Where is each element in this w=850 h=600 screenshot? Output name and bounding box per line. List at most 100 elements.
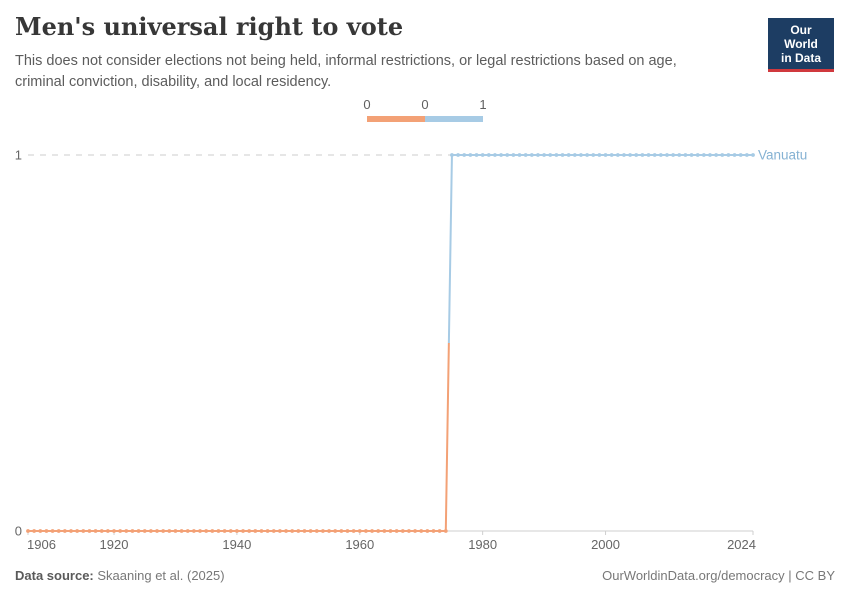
- y-tick-label: 0: [15, 524, 22, 539]
- data-point: [62, 529, 67, 533]
- data-point: [314, 529, 319, 533]
- data-point: [394, 529, 399, 533]
- x-tick-label: 1920: [100, 537, 129, 552]
- data-point: [321, 529, 325, 533]
- data-point: [241, 529, 245, 533]
- data-point: [400, 529, 405, 533]
- data-point: [628, 153, 633, 157]
- x-tick-label: 1980: [468, 537, 497, 552]
- data-point: [536, 153, 540, 157]
- x-tick-label: 1940: [222, 537, 251, 552]
- data-point: [155, 529, 159, 533]
- subtitle-line-2: criminal conviction, disability, and loc…: [15, 74, 332, 90]
- owid-logo-box: Our World in Data: [768, 18, 834, 69]
- data-point: [81, 529, 86, 533]
- data-point: [486, 153, 491, 157]
- legend-swatch-value-0[interactable]: [367, 116, 425, 122]
- data-point: [376, 529, 381, 533]
- data-point: [179, 529, 184, 533]
- legend-tick-labels: 0 0 1: [363, 97, 487, 113]
- legend-swatches: [367, 116, 483, 122]
- data-point: [597, 153, 602, 157]
- data-point: [529, 153, 534, 157]
- owid-logo-line1: Our World: [784, 23, 818, 51]
- data-point: [44, 529, 49, 533]
- data-point: [271, 529, 276, 533]
- data-point: [382, 529, 387, 533]
- data-point: [714, 153, 719, 157]
- data-point: [357, 529, 362, 533]
- data-point: [671, 153, 676, 157]
- data-point: [431, 529, 436, 533]
- data-point: [204, 529, 209, 533]
- data-point: [351, 529, 356, 533]
- data-point: [665, 153, 669, 157]
- data-source-value: Skaaning et al. (2025): [97, 568, 225, 583]
- data-point: [253, 529, 258, 533]
- data-point: [579, 153, 583, 157]
- data-point: [284, 529, 288, 533]
- value-color-legend: 0 0 1: [363, 97, 487, 122]
- data-point: [566, 153, 571, 157]
- data-point: [456, 153, 460, 157]
- data-point: [591, 153, 596, 157]
- data-point: [105, 529, 110, 533]
- x-tick-label: 2024: [727, 537, 756, 552]
- data-point: [744, 153, 749, 157]
- data-point: [198, 529, 202, 533]
- data-point: [148, 529, 153, 533]
- data-point: [548, 153, 553, 157]
- data-point: [290, 529, 295, 533]
- data-point: [228, 529, 233, 533]
- x-tick-label: 2000: [591, 537, 620, 552]
- owid-logo[interactable]: Our World in Data: [768, 18, 834, 72]
- data-source-label: Data source:: [15, 568, 94, 583]
- data-point: [609, 153, 614, 157]
- data-point: [87, 529, 92, 533]
- data-point: [259, 529, 264, 533]
- data-point: [333, 529, 338, 533]
- data-point: [738, 153, 743, 157]
- data-point: [468, 153, 473, 157]
- data-point: [677, 153, 682, 157]
- data-point: [493, 153, 497, 157]
- data-point: [118, 529, 123, 533]
- data-point: [751, 153, 755, 157]
- data-point: [419, 529, 424, 533]
- data-point: [234, 529, 239, 533]
- data-point: [50, 529, 55, 533]
- data-point: [720, 153, 725, 157]
- legend-tick-label-0: 0: [363, 97, 371, 112]
- page-title: Men's universal right to vote: [15, 12, 404, 41]
- series-line-segment: [447, 154, 753, 344]
- footer-credit[interactable]: OurWorldinData.org/democracy | CC BY: [602, 568, 835, 583]
- data-point: [112, 529, 116, 533]
- data-point: [658, 153, 663, 157]
- data-point: [32, 529, 37, 533]
- data-point: [634, 153, 639, 157]
- data-point: [388, 529, 393, 533]
- data-point: [222, 529, 227, 533]
- data-point: [296, 529, 301, 533]
- legend-tick-label-1: 0: [421, 97, 429, 112]
- data-point: [210, 529, 215, 533]
- data-point: [364, 529, 368, 533]
- data-point: [505, 153, 510, 157]
- data-point: [622, 153, 626, 157]
- data-point: [185, 529, 190, 533]
- data-point: [615, 153, 620, 157]
- data-point: [130, 529, 135, 533]
- subtitle-line-1: This does not consider elections not bei…: [15, 53, 677, 69]
- data-point: [26, 529, 30, 533]
- legend-swatch-value-1[interactable]: [425, 116, 483, 122]
- legend-tick-label-2: 1: [479, 97, 487, 112]
- data-point: [93, 529, 98, 533]
- data-point: [554, 153, 559, 157]
- data-point: [542, 153, 547, 157]
- owid-logo-line2: in Data: [780, 51, 821, 65]
- footer: Data source: Skaaning et al. (2025) OurW…: [15, 568, 835, 583]
- data-point: [701, 153, 706, 157]
- line-chart: 0 1 1906 1920 1940 1960 1980 2000 2024 Vanuatu: [15, 148, 808, 553]
- data-point: [302, 529, 307, 533]
